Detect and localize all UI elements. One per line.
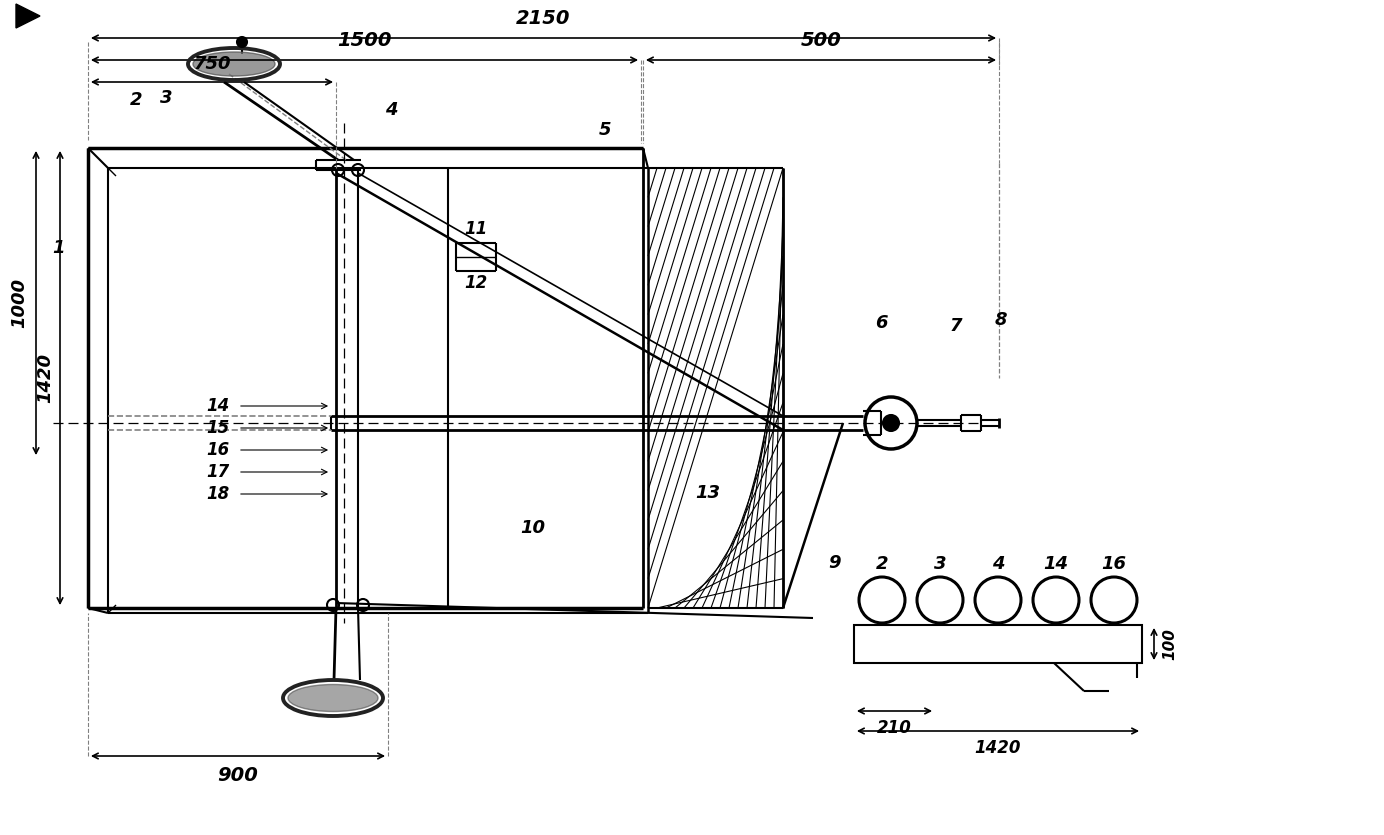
Text: 14: 14: [1044, 555, 1068, 573]
Text: 1000: 1000: [10, 278, 28, 328]
Text: 16: 16: [206, 441, 230, 459]
Bar: [854, 625, 1142, 663]
Text: 14: 14: [206, 397, 230, 415]
Text: 210: 210: [877, 719, 912, 737]
Text: 1420: 1420: [974, 739, 1021, 757]
Ellipse shape: [288, 685, 378, 711]
Text: 100: 100: [1163, 628, 1176, 660]
Text: 17: 17: [206, 463, 230, 481]
Text: 2: 2: [130, 91, 143, 109]
Text: 1500: 1500: [338, 31, 392, 50]
Text: 15: 15: [206, 419, 230, 437]
Text: 4: 4: [992, 555, 1005, 573]
Text: 18: 18: [206, 485, 230, 503]
Text: 12: 12: [465, 274, 487, 292]
Text: 2150: 2150: [516, 9, 570, 28]
Text: 6: 6: [875, 314, 887, 332]
Text: 1420: 1420: [36, 353, 54, 403]
Polygon shape: [17, 4, 40, 28]
Text: 16: 16: [1102, 555, 1127, 573]
Text: 750: 750: [194, 55, 231, 73]
Text: 4: 4: [385, 101, 397, 119]
Text: 900: 900: [217, 766, 259, 785]
Text: 9: 9: [829, 554, 841, 572]
Text: 8: 8: [995, 311, 1008, 329]
Text: 7: 7: [949, 317, 962, 335]
Text: 13: 13: [696, 484, 721, 502]
Text: 11: 11: [465, 220, 487, 238]
Text: 10: 10: [520, 519, 545, 537]
Text: 500: 500: [800, 31, 841, 50]
Text: 3: 3: [934, 555, 947, 573]
Text: 3: 3: [159, 89, 172, 107]
Text: 2: 2: [876, 555, 889, 573]
Ellipse shape: [192, 52, 275, 76]
Circle shape: [237, 37, 246, 47]
Text: 1: 1: [51, 239, 64, 257]
Circle shape: [883, 415, 900, 431]
Text: 5: 5: [599, 121, 612, 139]
